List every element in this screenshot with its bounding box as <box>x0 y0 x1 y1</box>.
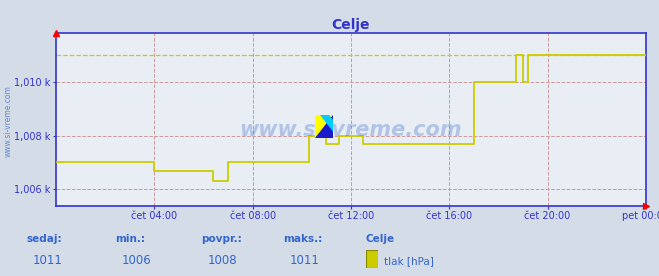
Text: min.:: min.: <box>115 234 146 244</box>
Polygon shape <box>320 115 333 131</box>
Title: Celje: Celje <box>331 18 370 32</box>
Text: 1011: 1011 <box>33 254 63 267</box>
Text: 1006: 1006 <box>122 254 152 267</box>
Text: tlak [hPa]: tlak [hPa] <box>384 256 434 266</box>
Text: 1008: 1008 <box>208 254 237 267</box>
Text: Celje: Celje <box>366 234 395 244</box>
Text: maks.:: maks.: <box>283 234 323 244</box>
Text: povpr.:: povpr.: <box>201 234 242 244</box>
Text: sedaj:: sedaj: <box>26 234 62 244</box>
Text: www.si-vreme.com: www.si-vreme.com <box>240 120 462 140</box>
Polygon shape <box>315 115 333 138</box>
Polygon shape <box>315 115 333 138</box>
Text: www.si-vreme.com: www.si-vreme.com <box>3 86 13 157</box>
Text: 1011: 1011 <box>290 254 320 267</box>
